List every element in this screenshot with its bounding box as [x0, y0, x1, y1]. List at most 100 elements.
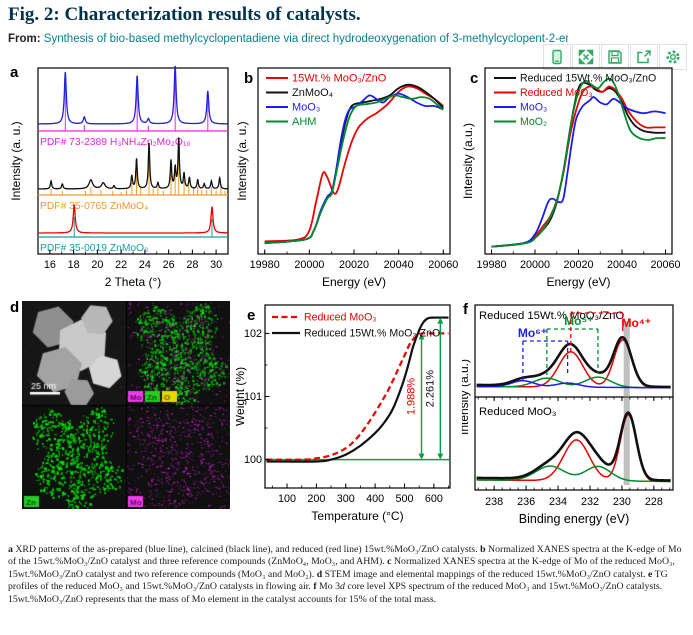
tg-chart: 1.988% 2.261% 100 200 300 400 500 600 100 101 102 T…	[233, 304, 451, 523]
svg-text:600: 600	[425, 493, 443, 505]
svg-text:101: 101	[244, 391, 262, 403]
svg-text:20020: 20020	[339, 259, 369, 271]
panel-c-xanes: c 19980 20000 20020 20040 20060 Energy (eV) In…	[461, 60, 693, 293]
svg-text:MoO₃: MoO₃	[292, 102, 320, 114]
svg-text:Binding energy (eV): Binding energy (eV)	[519, 512, 629, 526]
svg-text:22: 22	[115, 259, 127, 271]
svg-text:200: 200	[307, 493, 325, 505]
svg-text:Reduced MoO₃: Reduced MoO₃	[479, 406, 556, 418]
svg-text:20: 20	[91, 259, 103, 271]
svg-text:28: 28	[186, 259, 198, 271]
svg-text:400: 400	[366, 493, 384, 505]
svg-text:Reduced MoO₃: Reduced MoO₃	[304, 312, 377, 324]
svg-text:228: 228	[645, 496, 663, 508]
panel-a-xrd: a PDF# 73-2389 H₃NH₄Zn₂Mo₂O₁₀ PDF# 35-076…	[8, 60, 236, 293]
figure-caption: a XRD patterns of the as-prepared (blue …	[8, 544, 685, 607]
svg-text:20000: 20000	[294, 259, 324, 271]
svg-text:Reduced 15Wt.% MoO₃/ZnO: Reduced 15Wt.% MoO₃/ZnO	[520, 73, 656, 85]
svg-text:100: 100	[244, 454, 262, 466]
caption-segment: Normalized XANES spectra at the K-edge o…	[8, 556, 675, 580]
svg-text:AHM: AHM	[292, 116, 316, 128]
svg-text:19980: 19980	[477, 259, 507, 271]
svg-text:238: 238	[485, 496, 503, 508]
svg-text:ZnMoO₄: ZnMoO₄	[292, 87, 334, 99]
svg-text:Mo⁶⁺: Mo⁶⁺	[518, 326, 547, 340]
svg-text:Energy (eV): Energy (eV)	[546, 275, 610, 289]
caption-segment: TG profiles of the reduced MoO₃ and 15wt…	[8, 568, 668, 593]
svg-text:Intensity (a. u.): Intensity (a. u.)	[9, 121, 23, 200]
svg-text:20040: 20040	[607, 259, 637, 271]
svg-text:PDF# 73-2389 H₃NH₄Zn₂Mo₂O₁₀: PDF# 73-2389 H₃NH₄Zn₂Mo₂O₁₀	[40, 137, 191, 148]
figure-title: Fig. 2: Characterization results of cata…	[8, 4, 361, 25]
fullscreen-icon	[578, 49, 594, 65]
fullscreen-button[interactable]	[572, 44, 600, 70]
caption-segment: d	[316, 568, 323, 580]
caption-segment: XRD patterns of the as-prepared (blue li…	[12, 543, 481, 555]
xanes-chart-b: 19980 20000 20020 20040 20060 Energy (eV) Inte…	[235, 67, 458, 289]
panel-e-tg: e 1.988% 2.261% 100 200 300 400 500 600 100 101 10…	[233, 293, 462, 532]
save-button[interactable]	[601, 44, 629, 70]
caption-segment: Normalized XANES spectra at the K-edge o…	[8, 543, 682, 568]
svg-text:Intensity (a.u.): Intensity (a.u.)	[462, 123, 475, 199]
svg-text:Temperature (°C): Temperature (°C)	[311, 509, 403, 523]
panel-b-label: b	[244, 70, 254, 87]
svg-text:PDF# 35-0765 ZnMoO₄: PDF# 35-0765 ZnMoO₄	[40, 201, 148, 212]
panel-d-label: d	[10, 299, 20, 316]
panel-b-xanes: b 19980 20000 20020 20040 20060 Energy (eV) In…	[235, 60, 462, 293]
svg-text:PDF# 35-0019 ZnMoO₃: PDF# 35-0019 ZnMoO₃	[40, 243, 148, 254]
svg-text:30: 30	[210, 259, 222, 271]
svg-text:Weight (%): Weight (%)	[236, 367, 247, 426]
svg-text:19980: 19980	[250, 259, 280, 271]
stem-elemental-maps	[22, 301, 230, 509]
mobile-view-icon	[552, 49, 562, 65]
caption-segment: d	[340, 581, 345, 593]
share-icon	[637, 50, 651, 64]
svg-text:Intensity (a. u.): Intensity (a. u.)	[236, 121, 249, 200]
from-line: From: Synthesis of bio-based methylcyclo…	[8, 33, 568, 45]
svg-text:Mo⁵⁺: Mo⁵⁺	[564, 314, 593, 328]
svg-text:232: 232	[581, 496, 599, 508]
panel-f-xps: f Reduced 15Wt.% MoO₃/ZnO Reduced MoO₃ Mo⁶…	[457, 293, 693, 532]
svg-text:2.261%: 2.261%	[424, 370, 436, 408]
svg-text:236: 236	[517, 496, 535, 508]
svg-text:20040: 20040	[384, 259, 414, 271]
svg-text:Energy (eV): Energy (eV)	[322, 275, 386, 289]
article-link[interactable]: Synthesis of bio-based methylcyclopentad…	[43, 33, 568, 45]
svg-text:1.988%: 1.988%	[406, 378, 418, 416]
svg-text:MoO₂: MoO₂	[520, 116, 547, 128]
figure-toolbar	[542, 44, 687, 70]
caption-segment: a	[8, 543, 13, 555]
svg-text:Mo⁴⁺: Mo⁴⁺	[621, 316, 651, 330]
xanes-chart-c: 19980 20000 20020 20040 20060 Energy (eV) Inte…	[461, 67, 680, 289]
share-button[interactable]	[630, 44, 658, 70]
svg-text:MoO₃: MoO₃	[520, 102, 547, 114]
svg-text:20060: 20060	[428, 259, 458, 271]
svg-text:500: 500	[395, 493, 413, 505]
svg-text:100: 100	[278, 493, 296, 505]
xrd-chart: PDF# 73-2389 H₃NH₄Zn₂Mo₂O₁₀ PDF# 35-0765 …	[9, 65, 229, 289]
svg-text:Reduced 15Wt.% MoO₃/ZnO: Reduced 15Wt.% MoO₃/ZnO	[304, 328, 440, 340]
svg-text:Reduced MoO₃: Reduced MoO₃	[520, 87, 593, 99]
caption-segment: Mo 3	[316, 581, 340, 593]
panel-e-label: e	[247, 307, 256, 324]
caption-segment: f	[313, 581, 317, 593]
svg-text:234: 234	[549, 496, 567, 508]
svg-text:20020: 20020	[563, 259, 593, 271]
svg-text:20000: 20000	[520, 259, 550, 271]
svg-text:20060: 20060	[650, 259, 680, 271]
panel-a-label: a	[10, 64, 19, 81]
panel-c-label: c	[470, 70, 479, 87]
settings-icon	[666, 50, 680, 64]
caption-segment: core level XPS spectrum of the reduced M…	[8, 581, 663, 605]
mobile-view-button[interactable]	[543, 44, 571, 70]
xps-chart: Reduced 15Wt.% MoO₃/ZnO Reduced MoO₃ Mo⁶⁺ M…	[457, 304, 674, 526]
svg-text:26: 26	[163, 259, 175, 271]
from-prefix: From:	[8, 33, 41, 45]
caption-segment: c	[387, 556, 392, 568]
settings-button[interactable]	[659, 44, 687, 70]
svg-text:230: 230	[613, 496, 631, 508]
svg-text:Intensity (a.u.): Intensity (a.u.)	[462, 359, 471, 435]
svg-text:Reduced 15Wt.% MoO₃/ZnO: Reduced 15Wt.% MoO₃/ZnO	[479, 310, 624, 322]
panel-f-label: f	[463, 301, 468, 318]
